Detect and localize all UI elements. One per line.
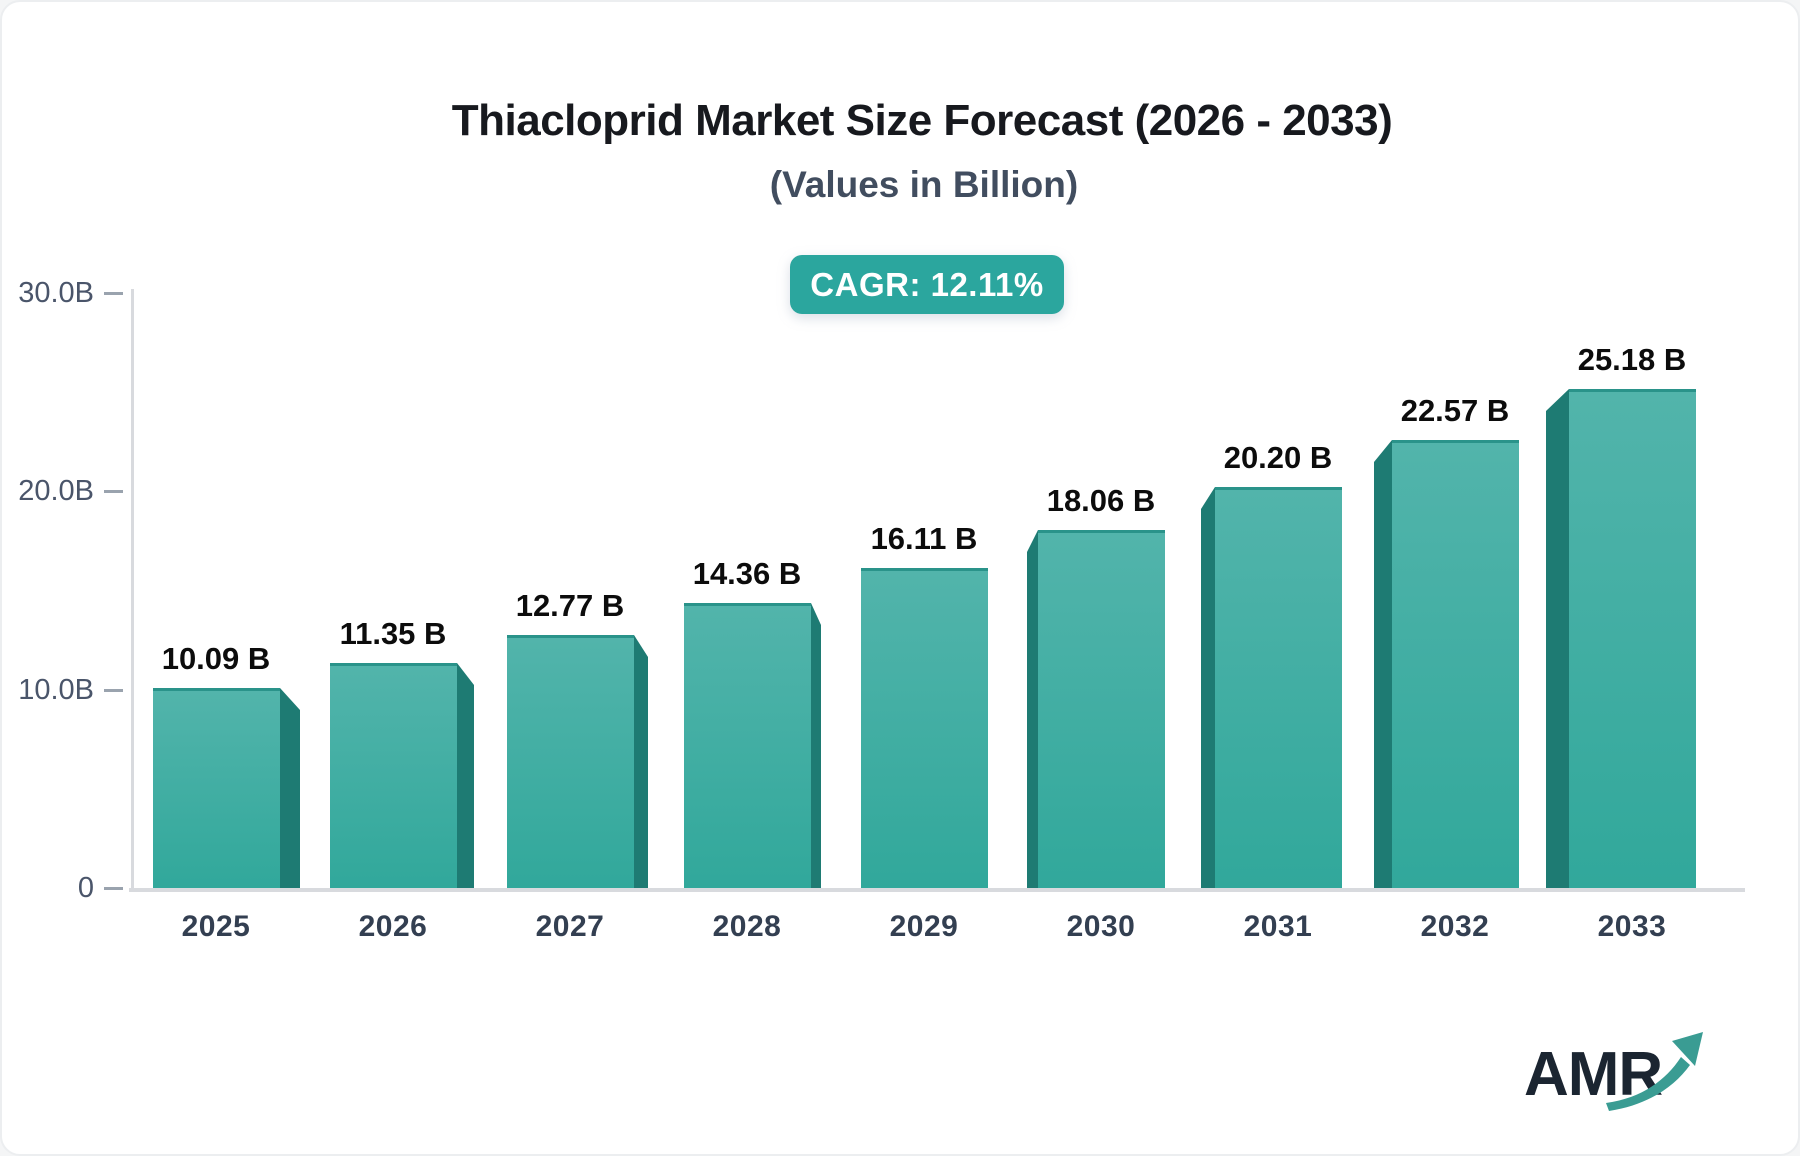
x-axis-label-2026: 2026 bbox=[358, 910, 428, 943]
x-axis-label-2028: 2028 bbox=[712, 910, 782, 943]
bar-2033 bbox=[1569, 389, 1696, 888]
bar-value-label-2027: 12.77 B bbox=[515, 588, 625, 623]
chart-title: Thiacloprid Market Size Forecast (2026 -… bbox=[451, 96, 1393, 145]
bar-side-2028 bbox=[811, 603, 821, 888]
x-axis-label-2030: 2030 bbox=[1066, 910, 1136, 943]
bar-2025 bbox=[153, 688, 280, 888]
bar-2030 bbox=[1038, 530, 1165, 888]
x-axis-line bbox=[129, 888, 1745, 892]
bar-side-2025 bbox=[280, 688, 300, 888]
bar-value-label-2028: 14.36 B bbox=[692, 556, 802, 591]
bar-2029 bbox=[861, 568, 988, 888]
y-axis-tick bbox=[104, 292, 123, 295]
bar-value-label-2026: 11.35 B bbox=[339, 616, 447, 651]
x-axis-label-2033: 2033 bbox=[1597, 910, 1667, 943]
bar-side-2031 bbox=[1201, 487, 1215, 888]
y-axis-label-0: 0 bbox=[77, 872, 94, 904]
bar-2031 bbox=[1215, 487, 1342, 888]
bar-value-label-2030: 18.06 B bbox=[1046, 483, 1156, 518]
bar-value-label-2029: 16.11 B bbox=[870, 521, 978, 556]
bar-2032 bbox=[1392, 440, 1519, 888]
y-axis-label-20.0B: 20.0B bbox=[18, 475, 94, 507]
y-axis-tick bbox=[104, 490, 123, 493]
bar-side-2033 bbox=[1546, 389, 1569, 888]
y-axis-tick bbox=[104, 887, 123, 890]
bar-value-label-2033: 25.18 B bbox=[1577, 342, 1687, 377]
x-axis-label-2031: 2031 bbox=[1243, 910, 1313, 943]
growth-arrow-icon bbox=[1606, 1057, 1690, 1111]
bar-value-label-2031: 20.20 B bbox=[1223, 440, 1333, 475]
bar-side-2026 bbox=[457, 663, 474, 888]
chart-subtitle: (Values in Billion) bbox=[769, 164, 1079, 205]
bar-side-2032 bbox=[1374, 440, 1392, 888]
y-axis-label-30.0B: 30.0B bbox=[18, 277, 94, 309]
growth-arrowhead-icon bbox=[1672, 1032, 1703, 1066]
y-axis-label-10.0B: 10.0B bbox=[18, 674, 94, 706]
x-axis-label-2027: 2027 bbox=[535, 910, 605, 943]
bar-2028 bbox=[684, 603, 811, 888]
brand-logo: AMR bbox=[1524, 1032, 1703, 1111]
bar-value-label-2025: 10.09 B bbox=[161, 641, 271, 676]
bar-side-2030 bbox=[1027, 530, 1038, 888]
bar-side-2027 bbox=[634, 635, 648, 888]
y-axis-line bbox=[131, 289, 134, 890]
x-axis-label-2029: 2029 bbox=[889, 910, 959, 943]
cagr-badge: CAGR: 12.11% bbox=[790, 255, 1064, 314]
x-axis-label-2032: 2032 bbox=[1420, 910, 1490, 943]
bar-2026 bbox=[330, 663, 457, 888]
x-axis-label-2025: 2025 bbox=[181, 910, 251, 943]
y-axis-tick bbox=[104, 689, 123, 692]
bar-2027 bbox=[507, 635, 634, 888]
bar-value-label-2032: 22.57 B bbox=[1400, 393, 1510, 428]
